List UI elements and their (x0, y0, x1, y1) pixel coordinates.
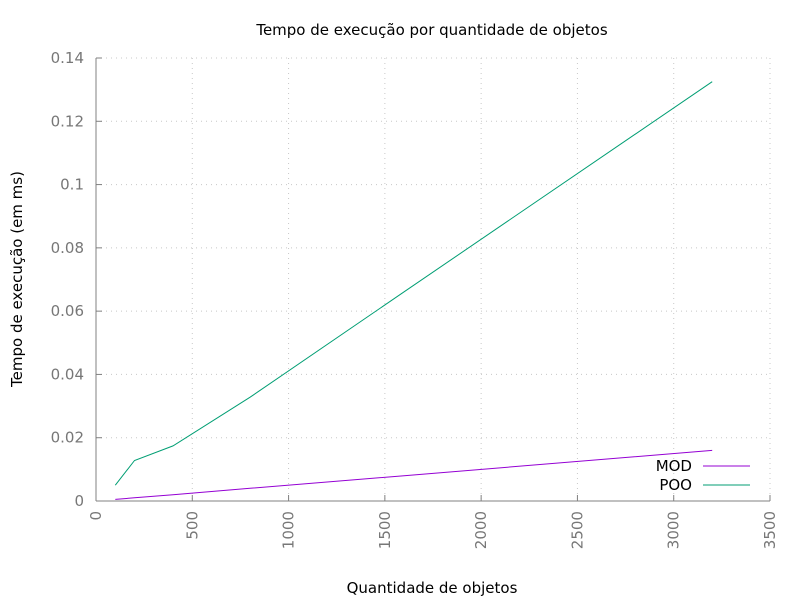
y-axis-label: Tempo de execução (em ms) (8, 171, 26, 388)
x-tick-label: 2500 (568, 511, 586, 549)
axes: 0 500 1000 1500 2000 2500 3000 3500 0 0.02 0.04 0.0… (51, 49, 779, 549)
x-axis-label: Quantidade de objetos (347, 579, 518, 597)
x-tick-label: 2000 (472, 511, 490, 549)
y-tick-label: 0.04 (51, 365, 84, 383)
legend-label-poo: POO (659, 476, 692, 494)
series-lines (114, 81, 713, 500)
x-tick-label: 500 (183, 511, 201, 540)
y-tick-label: 0 (74, 492, 84, 510)
y-tick-label: 0.08 (51, 239, 84, 257)
y-tick-label: 0.02 (51, 429, 84, 447)
y-tick-label: 0.06 (51, 302, 84, 320)
x-tick-label: 1500 (376, 511, 394, 549)
y-tick-label: 0.14 (51, 49, 84, 67)
legend-label-mod: MOD (656, 457, 692, 475)
x-tick-label: 3500 (761, 511, 779, 549)
series-line-mod (115, 449, 713, 500)
series-line-poo (114, 81, 713, 486)
x-tick-label: 1000 (280, 511, 298, 549)
chart-title: Tempo de execução por quantidade de obje… (255, 21, 607, 39)
y-tick-label: 0.12 (51, 112, 84, 130)
x-tick-label: 3000 (665, 511, 683, 549)
y-tick-label: 0.1 (60, 176, 84, 194)
x-tick-label: 0 (87, 511, 105, 521)
